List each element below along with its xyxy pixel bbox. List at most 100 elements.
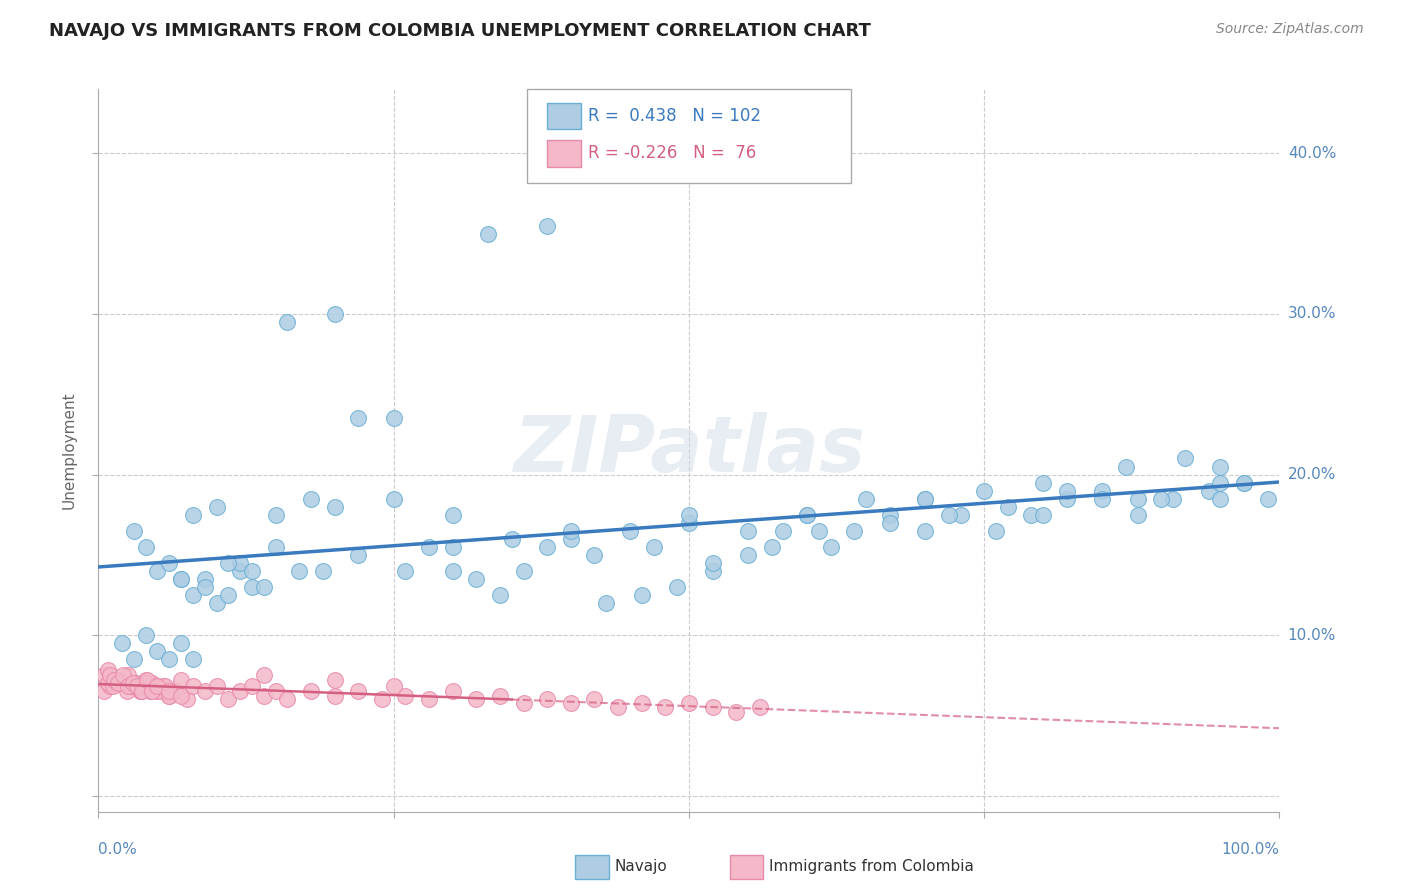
Point — [702, 564, 724, 578]
Point — [418, 692, 440, 706]
Point — [678, 508, 700, 522]
Point — [205, 680, 228, 694]
Point — [217, 556, 239, 570]
Y-axis label: Unemployment: Unemployment — [62, 392, 77, 509]
Point — [264, 684, 287, 698]
Point — [312, 564, 335, 578]
Point — [949, 508, 972, 522]
Point — [117, 668, 139, 682]
Point — [115, 684, 138, 698]
Point — [1161, 491, 1184, 506]
Point — [146, 684, 169, 698]
Point — [879, 508, 901, 522]
Point — [914, 491, 936, 506]
Point — [382, 680, 405, 694]
Point — [111, 676, 134, 690]
Point — [1126, 508, 1149, 522]
Point — [560, 532, 582, 546]
Point — [205, 500, 228, 514]
Point — [371, 692, 394, 706]
Text: Navajo: Navajo — [614, 859, 668, 873]
Point — [607, 700, 630, 714]
Point — [1091, 483, 1114, 498]
Point — [122, 680, 145, 694]
Text: 10.0%: 10.0% — [1288, 628, 1336, 642]
Point — [98, 668, 121, 682]
Point — [170, 689, 193, 703]
Point — [536, 219, 558, 233]
Point — [536, 692, 558, 706]
Point — [141, 676, 163, 690]
Point — [205, 596, 228, 610]
Point — [194, 580, 217, 594]
Point — [170, 673, 193, 687]
Text: R = -0.226   N =  76: R = -0.226 N = 76 — [588, 145, 756, 162]
Point — [1233, 475, 1256, 490]
Point — [441, 508, 464, 522]
Text: NAVAJO VS IMMIGRANTS FROM COLOMBIA UNEMPLOYMENT CORRELATION CHART: NAVAJO VS IMMIGRANTS FROM COLOMBIA UNEMP… — [49, 22, 872, 40]
Point — [181, 680, 204, 694]
Point — [855, 491, 877, 506]
Point — [129, 684, 152, 698]
Point — [560, 524, 582, 538]
Point — [512, 696, 534, 710]
Point — [725, 705, 748, 719]
Point — [253, 580, 276, 594]
Point — [111, 676, 134, 690]
Text: 0.0%: 0.0% — [98, 842, 138, 857]
Point — [1032, 475, 1054, 490]
Point — [347, 411, 370, 425]
Point — [97, 664, 120, 678]
Text: 40.0%: 40.0% — [1288, 146, 1336, 161]
Point — [630, 588, 652, 602]
Point — [796, 508, 818, 522]
Point — [229, 556, 252, 570]
Text: ZIPatlas: ZIPatlas — [513, 412, 865, 489]
Text: 100.0%: 100.0% — [1222, 842, 1279, 857]
Point — [879, 516, 901, 530]
Point — [181, 508, 204, 522]
Point — [772, 524, 794, 538]
Point — [394, 689, 416, 703]
Point — [229, 564, 252, 578]
Point — [984, 524, 1007, 538]
Point — [111, 636, 134, 650]
Point — [157, 556, 180, 570]
Point — [678, 516, 700, 530]
Point — [101, 680, 124, 694]
Point — [997, 500, 1019, 514]
Point — [1233, 475, 1256, 490]
Point — [1115, 459, 1137, 474]
Point — [98, 680, 121, 694]
Text: R =  0.438   N = 102: R = 0.438 N = 102 — [588, 107, 761, 125]
Point — [807, 524, 830, 538]
Point — [347, 684, 370, 698]
Point — [253, 668, 276, 682]
Point — [153, 680, 176, 694]
Point — [170, 572, 193, 586]
Point — [441, 540, 464, 554]
Point — [146, 564, 169, 578]
Point — [229, 684, 252, 698]
Point — [112, 668, 135, 682]
Point — [157, 652, 180, 666]
Point — [560, 696, 582, 710]
Point — [323, 307, 346, 321]
Point — [666, 580, 689, 594]
Point — [1209, 459, 1232, 474]
Point — [139, 684, 162, 698]
Point — [820, 540, 842, 554]
Point — [489, 588, 512, 602]
Point — [141, 684, 163, 698]
Point — [630, 696, 652, 710]
Point — [323, 673, 346, 687]
Point — [299, 684, 322, 698]
Point — [194, 572, 217, 586]
Point — [146, 644, 169, 658]
Point — [125, 676, 148, 690]
Point — [702, 556, 724, 570]
Point — [796, 508, 818, 522]
Point — [643, 540, 665, 554]
Point — [914, 524, 936, 538]
Point — [288, 564, 311, 578]
